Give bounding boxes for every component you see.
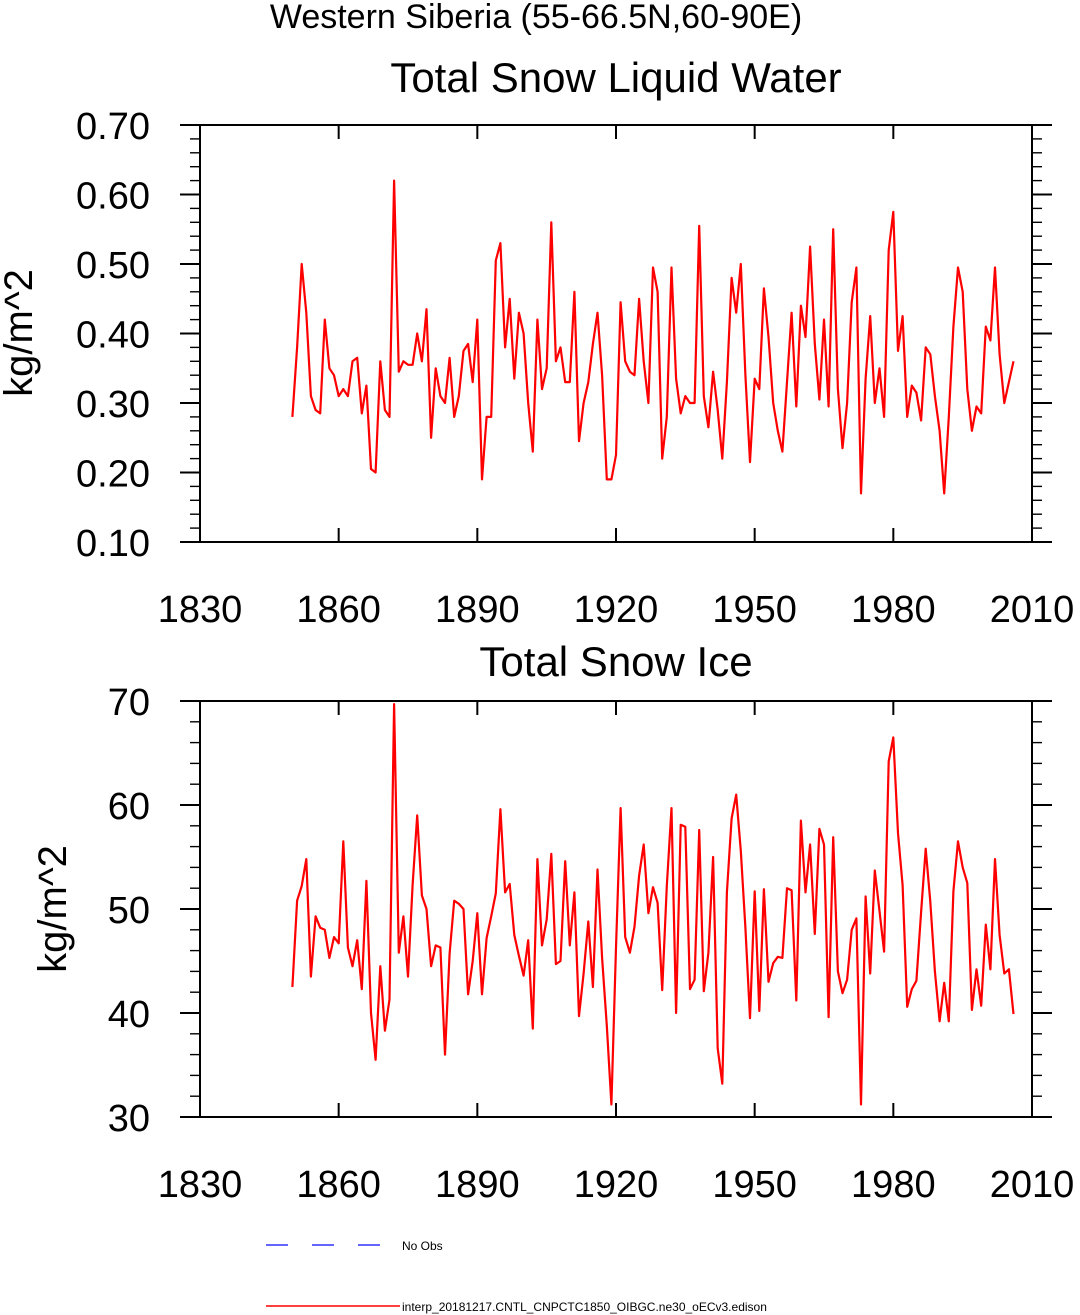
legend-no-obs-label: No Obs bbox=[402, 1239, 443, 1253]
chart-1-frame bbox=[199, 124, 1033, 543]
y-tick-label: 0.70 bbox=[76, 106, 150, 148]
y-tick-label: 40 bbox=[108, 994, 150, 1036]
chart-2-tick-labels: 1830 1860 1890 1920 1950 1980 2010 30 40 50 60 70 bbox=[108, 682, 1075, 1206]
x-tick-label: 1980 bbox=[851, 1164, 936, 1206]
y-tick-label: 0.40 bbox=[76, 315, 150, 357]
figure-title: Western Siberia (55-66.5N,60-90E) bbox=[270, 0, 802, 36]
y-tick-label: 0.30 bbox=[76, 384, 150, 426]
y-tick-label: 70 bbox=[108, 682, 150, 724]
x-tick-label: 1860 bbox=[296, 589, 381, 631]
y-tick-label: 0.60 bbox=[76, 176, 150, 218]
x-tick-label: 1830 bbox=[158, 589, 243, 631]
chart-1-tick-labels: 1830 1860 1890 1920 1950 1980 2010 0.10 0.20 0.30… bbox=[76, 106, 1074, 631]
chart-panel-1: Total Snow Liquid Water kg/m^2 1830 1860 1… bbox=[0, 54, 1074, 631]
chart-1-title: Total Snow Liquid Water bbox=[390, 54, 841, 101]
x-tick-label: 1920 bbox=[574, 1164, 659, 1206]
legend-model-label: interp_20181217.CNTL_CNPCTC1850_OIBGC.ne… bbox=[402, 1300, 767, 1314]
x-tick-label: 1830 bbox=[158, 1164, 243, 1206]
x-tick-label: 1890 bbox=[435, 1164, 520, 1206]
x-tick-label: 2010 bbox=[990, 589, 1075, 631]
chart-2-ylabel: kg/m^2 bbox=[31, 845, 75, 973]
x-tick-label: 2010 bbox=[990, 1164, 1075, 1206]
x-tick-label: 1980 bbox=[851, 589, 936, 631]
chart-panel-2: Total Snow Ice kg/m^2 1830 1860 1890 1920 19… bbox=[31, 638, 1074, 1206]
chart-1-series-line bbox=[291, 179, 1015, 495]
x-tick-label: 1950 bbox=[712, 1164, 797, 1206]
chart-1-ylabel: kg/m^2 bbox=[0, 269, 41, 397]
chart-2-frame bbox=[199, 700, 1033, 1118]
x-tick-label: 1950 bbox=[712, 589, 797, 631]
chart-1-ticks bbox=[180, 124, 1052, 543]
y-tick-label: 0.20 bbox=[76, 454, 150, 496]
legend: No Obs interp_20181217.CNTL_CNPCTC1850_O… bbox=[266, 1239, 767, 1314]
y-tick-label: 0.10 bbox=[76, 523, 150, 565]
x-tick-label: 1890 bbox=[435, 589, 520, 631]
y-tick-label: 50 bbox=[108, 890, 150, 932]
y-tick-label: 60 bbox=[108, 786, 150, 828]
x-tick-label: 1860 bbox=[296, 1164, 381, 1206]
y-tick-label: 0.50 bbox=[76, 245, 150, 287]
x-tick-label: 1920 bbox=[574, 589, 659, 631]
y-tick-label: 30 bbox=[108, 1098, 150, 1140]
chart-2-title: Total Snow Ice bbox=[479, 638, 752, 685]
chart-2-series-line bbox=[291, 702, 1015, 1106]
